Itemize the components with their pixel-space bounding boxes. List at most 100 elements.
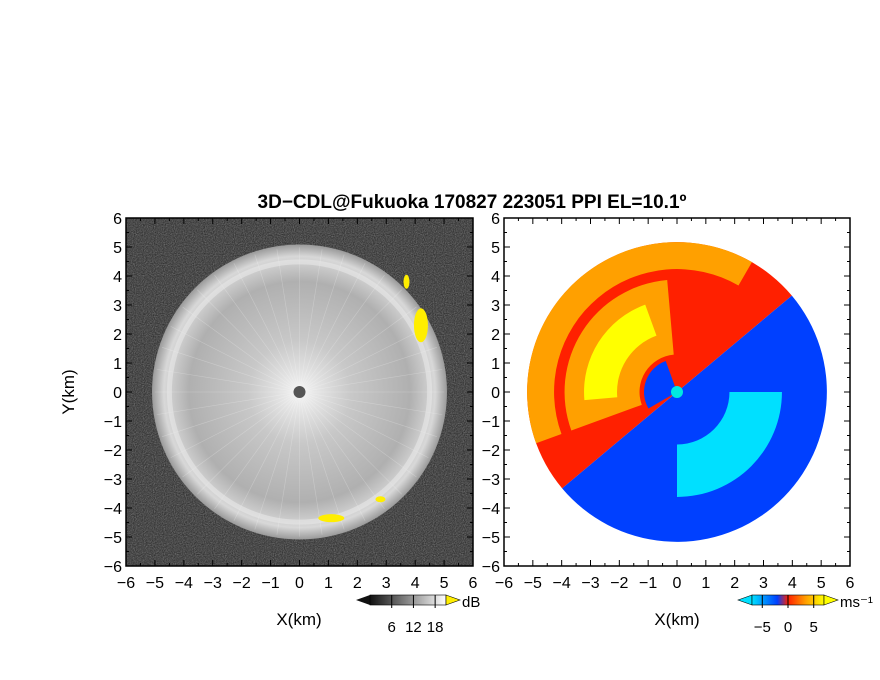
left-y-tick-label: −1 [104, 414, 122, 431]
right-x-tick-label: 6 [846, 575, 855, 592]
right-y-tick-label: 5 [491, 240, 500, 257]
right-x-tick-label: 4 [788, 575, 797, 592]
left-radial-ray [299, 254, 345, 393]
left-radial-ray [276, 391, 300, 535]
right-approaching-sector [562, 295, 827, 542]
left-radial-ray [299, 249, 323, 393]
left-radial-ray [170, 391, 300, 458]
right-approaching-core [677, 392, 782, 497]
left-radial-ray [299, 391, 443, 415]
left-x-tick-label: 6 [469, 575, 478, 592]
left-radial-ray [161, 347, 300, 393]
right-y-tick-label: −6 [482, 559, 500, 576]
left-x-tick-label: 3 [382, 575, 391, 592]
left-radial-ray [299, 347, 438, 393]
left-highlight-echo [318, 514, 345, 523]
left-radial-ray [299, 391, 345, 530]
right-axis-ticks: −6 −5 −4 −3 −2 −1 0 1 2 3 4 5 6 −6 −5 −4 −3 −2 −1 0 1 2 3 4 5 6 [482, 211, 855, 592]
left-highlight-echo [403, 274, 410, 289]
right-x-tick-label: −4 [553, 575, 571, 592]
right-colorbar-tick-label: 5 [810, 619, 818, 636]
left-radial-ray [233, 391, 300, 521]
left-radial-ray [299, 306, 417, 393]
left-radial-ray [299, 391, 429, 458]
left-y-tick-label: 1 [113, 356, 122, 373]
left-radial-ray [156, 369, 300, 393]
left-y-tick-label: −4 [104, 501, 122, 518]
left-colorbar-unit: dB [462, 594, 480, 611]
left-x-tick-label: 0 [295, 575, 304, 592]
right-colorbar-over-arrow [823, 594, 839, 606]
left-highlights [318, 274, 428, 523]
right-colorbar-tick-label: −5 [754, 619, 771, 636]
right-panel: −6 −5 −4 −3 −2 −1 0 1 2 3 4 5 6 −6 −5 −4 −3 −2 −1 0 1 2 3 4 5 6 X… [482, 211, 855, 629]
left-y-tick-label: 0 [113, 385, 122, 402]
left-colorbar-tick-label: 6 [388, 619, 396, 636]
right-x-tick-label: −2 [610, 575, 628, 592]
left-radial-rays [154, 247, 445, 537]
left-y-tick-label: 3 [113, 298, 122, 315]
left-axis-ticks: −6 −5 −4 −3 −2 −1 0 1 2 3 4 5 6 −6 −5 −4 −3 −2 −1 0 1 2 3 4 5 6 [104, 211, 478, 592]
left-x-tick-label: −2 [233, 575, 251, 592]
left-radial-ray [299, 326, 429, 393]
left-x-tick-label: 5 [440, 575, 449, 592]
left-radial-ray [197, 391, 300, 495]
right-y-tick-label: −1 [482, 414, 500, 431]
right-receding-max [584, 304, 657, 401]
right-x-tick-label: 1 [701, 575, 710, 592]
right-x-tick-label: −5 [524, 575, 542, 592]
right-y-tick-label: 0 [491, 385, 500, 402]
left-y-tick-label: 4 [113, 269, 122, 286]
left-radial-ray [299, 263, 366, 393]
right-y-tick-label: 3 [491, 298, 500, 315]
left-radial-ray [299, 391, 366, 521]
right-colorbar-under-arrow [737, 594, 753, 606]
left-y-tick-label: −3 [104, 472, 122, 489]
left-y-tick-label: 5 [113, 240, 122, 257]
left-range-ring [166, 259, 433, 525]
right-y-tick-label: 4 [491, 269, 500, 286]
left-y-tick-label: −5 [104, 530, 122, 547]
right-x-tick-label: 5 [817, 575, 826, 592]
left-y-tick-label: −2 [104, 443, 122, 460]
left-center-marker [293, 386, 306, 398]
left-radial-ray [299, 369, 443, 393]
right-inner-blue [644, 361, 677, 409]
left-radial-ray [214, 274, 300, 393]
left-colorbar-tick-label: 18 [427, 619, 444, 636]
right-colorbar-ticks: −5 0 5 [754, 595, 818, 636]
left-highlight-echo [375, 496, 386, 503]
right-colorbar-unit: ms⁻¹ [840, 594, 873, 611]
left-y-tick-label: −6 [104, 559, 122, 576]
right-y-tick-label: 1 [491, 356, 500, 373]
right-x-tick-label: −6 [495, 575, 513, 592]
right-x-tick-label: −1 [639, 575, 657, 592]
left-radial-ray [254, 391, 300, 530]
left-colorbar-under-arrow [356, 595, 370, 605]
right-center-marker [671, 386, 683, 398]
left-radial-ray [276, 249, 300, 393]
left-highlight-echo [413, 308, 428, 343]
right-x-axis-label: X(km) [654, 610, 699, 629]
left-x-tick-label: 4 [411, 575, 420, 592]
left-radial-ray [161, 391, 300, 437]
right-y-tick-label: −3 [482, 472, 500, 489]
figure-title: 3D−CDL@Fukuoka 170827 223051 PPI EL=10.1… [258, 192, 687, 213]
right-x-tick-label: 0 [673, 575, 682, 592]
right-x-tick-label: −3 [581, 575, 599, 592]
left-colorbar-ticks: 6 12 18 [388, 595, 444, 636]
left-radial-ray [170, 326, 300, 393]
left-y-tick-label: 6 [113, 211, 122, 228]
left-x-tick-label: −1 [261, 575, 279, 592]
right-y-tick-label: 6 [491, 211, 500, 228]
left-radial-ray [299, 391, 323, 535]
left-radial-ray [254, 254, 300, 393]
right-receding-outer [527, 242, 752, 444]
left-radial-ray [182, 306, 300, 393]
left-colorbar-over-arrow [445, 594, 461, 606]
left-colorbar-tick-label: 12 [405, 619, 422, 636]
left-radial-ray [299, 391, 417, 478]
left-x-axis-label: X(km) [276, 610, 321, 629]
right-y-tick-label: −2 [482, 443, 500, 460]
left-x-tick-label: −5 [146, 575, 164, 592]
